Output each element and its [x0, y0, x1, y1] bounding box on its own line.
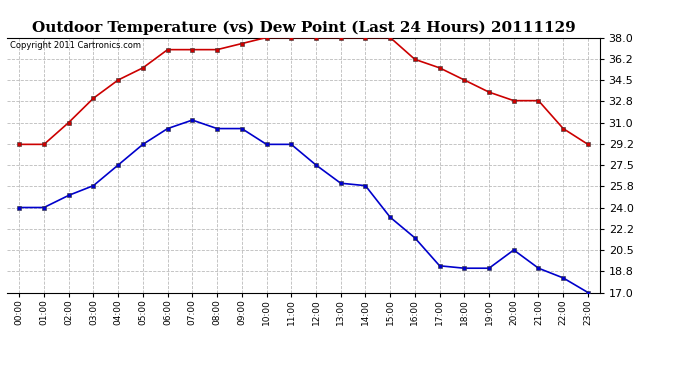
Title: Outdoor Temperature (vs) Dew Point (Last 24 Hours) 20111129: Outdoor Temperature (vs) Dew Point (Last…	[32, 21, 575, 35]
Text: Copyright 2011 Cartronics.com: Copyright 2011 Cartronics.com	[10, 41, 141, 50]
